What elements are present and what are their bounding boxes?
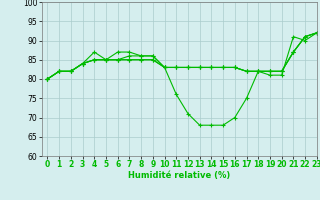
X-axis label: Humidité relative (%): Humidité relative (%) [128, 171, 230, 180]
